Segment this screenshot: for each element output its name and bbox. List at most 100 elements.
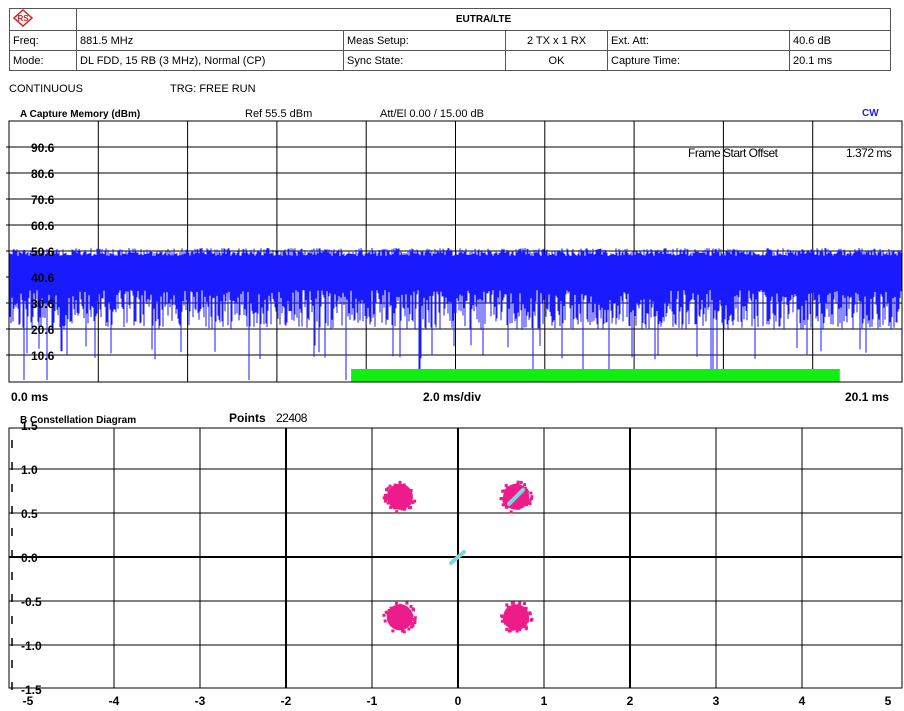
sweep-mode: CONTINUOUS	[9, 83, 83, 95]
constellation-point	[510, 485, 514, 489]
reference-signal-streak	[507, 487, 526, 506]
constellation-point	[391, 629, 395, 633]
x-start-label: 0.0 ms	[11, 390, 49, 404]
constellation-point	[525, 615, 529, 619]
constellation-point	[387, 496, 391, 500]
x-end-label: 20.1 ms	[845, 390, 890, 404]
constellation-ytick-label: 0.5	[21, 507, 38, 521]
constellation-point	[523, 483, 527, 487]
header-table: RS EUTRA/LTE Freq: 881.5 MHz Meas Setup:…	[9, 8, 891, 71]
constellation-point	[413, 621, 417, 625]
constellation-point	[389, 606, 393, 610]
capture-ytick-label: 90.6	[31, 141, 55, 155]
constellation-point	[528, 502, 532, 506]
mode-value: DL FDD, 15 RB (3 MHz), Normal (CP)	[76, 50, 344, 71]
constellation-point	[512, 485, 516, 489]
constellation-point	[392, 504, 396, 508]
capture-ytick-label: 60.6	[31, 219, 55, 233]
constellation-point	[385, 493, 388, 497]
x-div-label: 2.0 ms/div	[423, 390, 482, 404]
constellation-point	[507, 629, 511, 633]
constellation-point	[503, 617, 506, 621]
constellation-cluster	[500, 601, 534, 633]
constellation-point	[524, 627, 528, 631]
capture-ytick-label: 20.6	[31, 323, 55, 337]
constellation-point	[517, 506, 521, 510]
constellation-point	[398, 603, 402, 607]
constellation-point	[388, 484, 392, 488]
svg-text:RS: RS	[17, 14, 29, 23]
capture-time-label: Capture Time:	[607, 50, 790, 71]
capture-frame	[8, 120, 903, 383]
constellation-point	[518, 485, 521, 489]
constellation-point	[382, 496, 386, 500]
constellation-point	[409, 605, 413, 608]
constellation-point	[409, 489, 413, 492]
constellation-point	[390, 608, 394, 612]
rs-logo-icon: RS	[12, 8, 34, 28]
constellation-point	[523, 607, 527, 611]
constellation-point	[523, 502, 527, 506]
constellation-point	[387, 609, 391, 612]
constellation-point	[504, 505, 508, 509]
constellation-xtick-label: -1	[367, 694, 378, 708]
constellation-point	[389, 621, 393, 625]
constellation-point	[397, 484, 401, 488]
constellation-point	[511, 604, 515, 608]
trigger-status: TRG: FREE RUN	[170, 83, 256, 95]
constellation-point	[389, 505, 393, 509]
constellation-frame	[8, 427, 903, 689]
constellation-point	[501, 489, 505, 493]
constellation-point	[409, 625, 413, 629]
constellation-point	[518, 601, 522, 605]
reference-signal-origin	[449, 550, 466, 565]
constellation-point	[511, 601, 515, 605]
capture-time-value: 20.1 ms	[789, 50, 891, 71]
constellation-point	[403, 507, 407, 511]
constellation-point	[413, 499, 417, 503]
constellation-point	[405, 601, 409, 605]
constellation-ytick-label: 1.5	[21, 419, 38, 433]
constellation-cluster	[382, 601, 417, 634]
constellation-point	[386, 501, 390, 505]
constellation-point	[503, 621, 507, 625]
constellation-point	[525, 619, 529, 623]
constellation-point	[523, 602, 526, 606]
capture-ref: Ref 55.5 dBm	[245, 108, 313, 120]
constellation-xtick-label: 3	[713, 694, 720, 708]
constellation-point	[410, 621, 414, 625]
points-value: 22408	[276, 411, 307, 425]
constellation-ytick-label: -1.5	[21, 683, 42, 697]
constellation-xtick-label: -2	[281, 694, 292, 708]
capture-ytick-label: 40.6	[31, 271, 55, 285]
constellation-point	[529, 491, 533, 495]
frame-offset-label: Frame Start Offset	[688, 146, 778, 160]
constellation-point	[515, 484, 518, 488]
constellation-point	[385, 488, 389, 492]
constellation-point	[501, 615, 505, 619]
constellation-point	[517, 603, 521, 607]
constellation-point	[506, 623, 510, 627]
constellation-point	[518, 628, 522, 632]
constellation-point	[524, 625, 528, 629]
constellation-point	[525, 503, 528, 507]
meas-setup-label: Meas Setup:	[343, 30, 506, 51]
constellation-xtick-label: 2	[627, 694, 634, 708]
constellation-point	[505, 486, 509, 490]
constellation-point	[410, 613, 414, 617]
constellation-point	[392, 625, 396, 629]
constellation-point	[516, 480, 520, 484]
constellation-ytick-label: 1.0	[21, 463, 38, 477]
constellation-point	[411, 500, 415, 504]
constellation-point	[523, 624, 526, 628]
points-label: Points	[229, 411, 266, 425]
constellation-point	[402, 630, 406, 634]
constellation-point	[400, 629, 404, 633]
constellation-point	[523, 486, 527, 490]
constellation-point	[396, 506, 400, 510]
constellation-xtick-label: 0	[455, 694, 462, 708]
frame-offset-value: 1.372 ms	[846, 146, 892, 160]
constellation-point	[395, 601, 398, 605]
constellation-point	[516, 482, 520, 486]
